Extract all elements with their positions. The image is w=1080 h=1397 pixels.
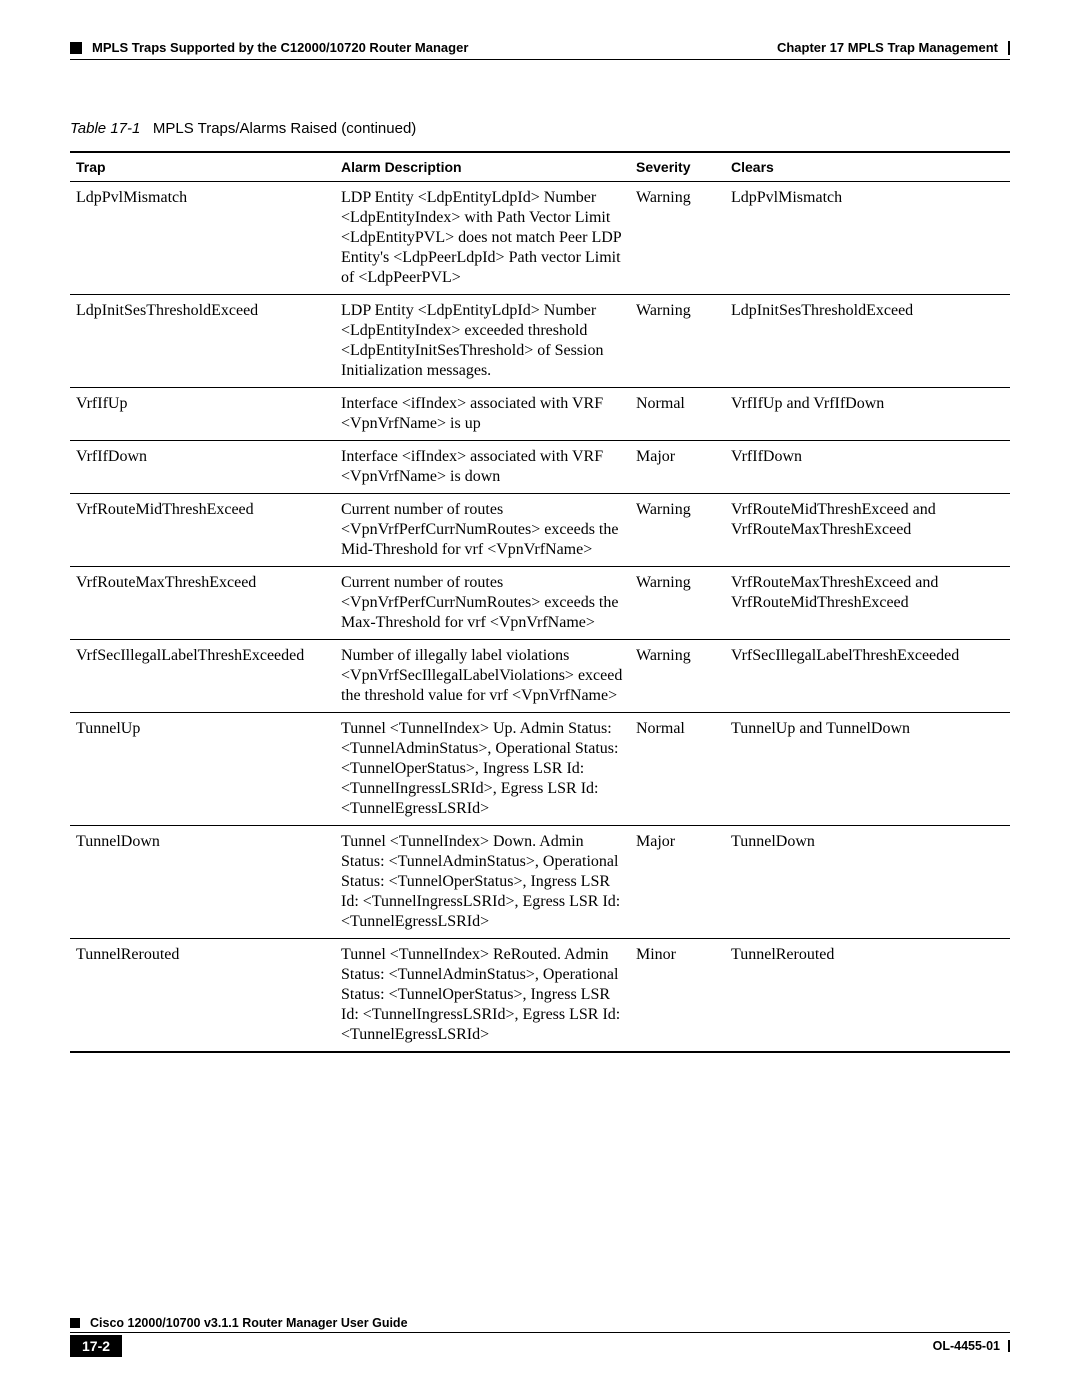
cell-desc: Current number of routes <VpnVrfPerfCurr… <box>335 494 630 567</box>
cell-trap: VrfRouteMaxThreshExceed <box>70 567 335 640</box>
cell-clr: VrfIfUp and VrfIfDown <box>725 388 1010 441</box>
cell-clr: TunnelRerouted <box>725 939 1010 1053</box>
cell-sev: Normal <box>630 713 725 826</box>
cell-trap: LdpInitSesThresholdExceed <box>70 295 335 388</box>
cell-desc: Interface <ifIndex> associated with VRF … <box>335 441 630 494</box>
cell-clr: LdpPvlMismatch <box>725 182 1010 295</box>
cell-desc: Tunnel <TunnelIndex> Down. Admin Status:… <box>335 826 630 939</box>
cell-trap: VrfSecIllegalLabelThreshExceeded <box>70 640 335 713</box>
table-row: LdpPvlMismatch LDP Entity <LdpEntityLdpI… <box>70 182 1010 295</box>
footer-rule <box>70 1332 1010 1333</box>
page-header: MPLS Traps Supported by the C12000/10720… <box>70 40 1010 55</box>
col-header-desc: Alarm Description <box>335 152 630 182</box>
cell-sev: Warning <box>630 494 725 567</box>
cell-sev: Major <box>630 441 725 494</box>
header-separator-icon <box>1008 41 1010 55</box>
header-marker-icon <box>70 42 82 54</box>
cell-sev: Normal <box>630 388 725 441</box>
cell-trap: VrfIfDown <box>70 441 335 494</box>
cell-trap: TunnelUp <box>70 713 335 826</box>
cell-clr: LdpInitSesThresholdExceed <box>725 295 1010 388</box>
table-row: VrfSecIllegalLabelThreshExceeded Number … <box>70 640 1010 713</box>
table-body: LdpPvlMismatch LDP Entity <LdpEntityLdpI… <box>70 182 1010 1053</box>
cell-desc: Number of illegally label violations <Vp… <box>335 640 630 713</box>
table-row: TunnelDown Tunnel <TunnelIndex> Down. Ad… <box>70 826 1010 939</box>
cell-trap: LdpPvlMismatch <box>70 182 335 295</box>
table-caption-text: MPLS Traps/Alarms Raised (continued) <box>153 120 416 137</box>
col-header-clr: Clears <box>725 152 1010 182</box>
table-row: TunnelRerouted Tunnel <TunnelIndex> ReRo… <box>70 939 1010 1053</box>
cell-trap: VrfRouteMidThreshExceed <box>70 494 335 567</box>
header-chapter: Chapter 17 MPLS Trap Management <box>777 40 998 55</box>
document-page: MPLS Traps Supported by the C12000/10720… <box>0 0 1080 1397</box>
header-rule <box>70 59 1010 60</box>
cell-sev: Major <box>630 826 725 939</box>
footer-separator-icon <box>1008 1340 1010 1352</box>
cell-clr: TunnelUp and TunnelDown <box>725 713 1010 826</box>
col-header-sev: Severity <box>630 152 725 182</box>
footer-guide: Cisco 12000/10700 v3.1.1 Router Manager … <box>90 1316 408 1330</box>
cell-desc: Interface <ifIndex> associated with VRF … <box>335 388 630 441</box>
table-row: LdpInitSesThresholdExceed LDP Entity <Ld… <box>70 295 1010 388</box>
cell-sev: Warning <box>630 567 725 640</box>
cell-trap: TunnelRerouted <box>70 939 335 1053</box>
cell-clr: VrfIfDown <box>725 441 1010 494</box>
cell-trap: VrfIfUp <box>70 388 335 441</box>
header-section: MPLS Traps Supported by the C12000/10720… <box>92 40 468 55</box>
cell-desc: LDP Entity <LdpEntityLdpId> Number <LdpE… <box>335 182 630 295</box>
page-footer: Cisco 12000/10700 v3.1.1 Router Manager … <box>70 1316 1010 1357</box>
traps-table: Trap Alarm Description Severity Clears L… <box>70 151 1010 1053</box>
cell-sev: Warning <box>630 295 725 388</box>
table-caption: Table 17-1 MPLS Traps/Alarms Raised (con… <box>70 120 1010 137</box>
table-header-row: Trap Alarm Description Severity Clears <box>70 152 1010 182</box>
col-header-trap: Trap <box>70 152 335 182</box>
page-number-badge: 17-2 <box>70 1335 122 1357</box>
table-row: TunnelUp Tunnel <TunnelIndex> Up. Admin … <box>70 713 1010 826</box>
cell-sev: Minor <box>630 939 725 1053</box>
cell-clr: VrfRouteMaxThreshExceed and VrfRouteMidT… <box>725 567 1010 640</box>
cell-sev: Warning <box>630 640 725 713</box>
footer-doc-id: OL-4455-01 <box>933 1339 1000 1353</box>
cell-sev: Warning <box>630 182 725 295</box>
cell-trap: TunnelDown <box>70 826 335 939</box>
table-row: VrfRouteMidThreshExceed Current number o… <box>70 494 1010 567</box>
table-row: VrfIfDown Interface <ifIndex> associated… <box>70 441 1010 494</box>
cell-clr: VrfSecIllegalLabelThreshExceeded <box>725 640 1010 713</box>
cell-desc: Tunnel <TunnelIndex> Up. Admin Status: <… <box>335 713 630 826</box>
cell-desc: Current number of routes <VpnVrfPerfCurr… <box>335 567 630 640</box>
cell-desc: LDP Entity <LdpEntityLdpId> Number <LdpE… <box>335 295 630 388</box>
cell-clr: TunnelDown <box>725 826 1010 939</box>
footer-marker-icon <box>70 1318 80 1328</box>
cell-desc: Tunnel <TunnelIndex> ReRouted. Admin Sta… <box>335 939 630 1053</box>
table-caption-number: Table 17-1 <box>70 120 140 137</box>
cell-clr: VrfRouteMidThreshExceed and VrfRouteMaxT… <box>725 494 1010 567</box>
table-row: VrfRouteMaxThreshExceed Current number o… <box>70 567 1010 640</box>
table-row: VrfIfUp Interface <ifIndex> associated w… <box>70 388 1010 441</box>
